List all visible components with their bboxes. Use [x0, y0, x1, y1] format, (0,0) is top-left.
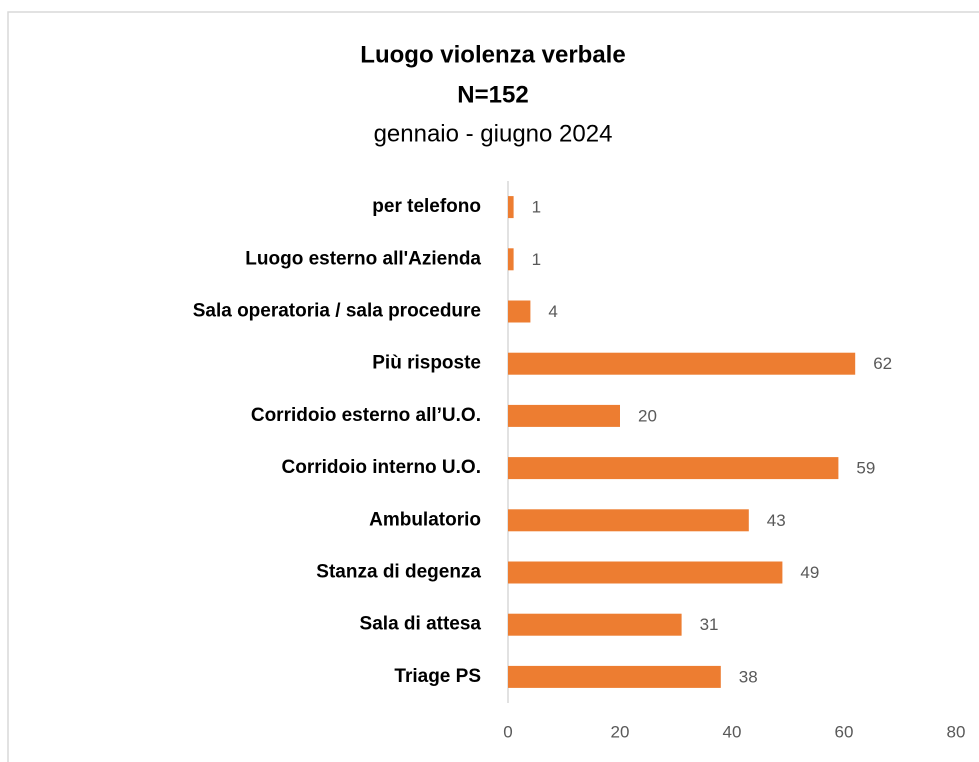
data-label: 31 — [700, 615, 719, 634]
y-tick-label: Corridoio esterno all’U.O. — [251, 405, 481, 426]
y-tick-label: Più risposte — [372, 353, 481, 374]
bar — [508, 248, 514, 271]
x-tick-label: 20 — [611, 722, 630, 741]
bar — [508, 300, 531, 323]
bar — [508, 352, 856, 375]
data-label: 38 — [739, 667, 758, 686]
chart-border — [7, 11, 979, 762]
bar — [508, 613, 682, 636]
y-tick-label: Sala di attesa — [360, 614, 482, 635]
data-label: 49 — [800, 563, 819, 582]
x-tick-label: 0 — [503, 722, 512, 741]
bar — [508, 509, 749, 532]
y-tick-label: Sala operatoria / sala procedure — [193, 301, 481, 322]
bar — [508, 196, 514, 219]
y-tick-label: Luogo esterno all'Azienda — [245, 248, 481, 269]
y-tick-label: Triage PS — [394, 666, 481, 687]
data-label: 62 — [873, 354, 892, 373]
data-label: 4 — [548, 302, 557, 321]
chart-title: Luogo violenza verbale — [360, 41, 625, 68]
bar — [508, 404, 620, 427]
chart-subtitle: gennaio - giugno 2024 — [374, 120, 613, 147]
bar — [508, 457, 839, 480]
data-label: 20 — [638, 406, 657, 425]
y-tick-label: Corridoio interno U.O. — [282, 457, 482, 478]
chart-title-n: N=152 — [457, 81, 528, 108]
x-tick-label: 40 — [723, 722, 742, 741]
y-tick-label: Ambulatorio — [369, 509, 481, 530]
data-label: 1 — [532, 250, 541, 269]
x-tick-label: 80 — [947, 722, 966, 741]
data-label: 43 — [767, 511, 786, 530]
y-tick-label: per telefono — [372, 196, 481, 217]
x-tick-label: 60 — [835, 722, 854, 741]
bar — [508, 561, 783, 584]
bar — [508, 665, 721, 688]
data-label: 59 — [856, 459, 875, 478]
data-label: 1 — [532, 198, 541, 217]
y-tick-label: Stanza di degenza — [316, 562, 481, 583]
